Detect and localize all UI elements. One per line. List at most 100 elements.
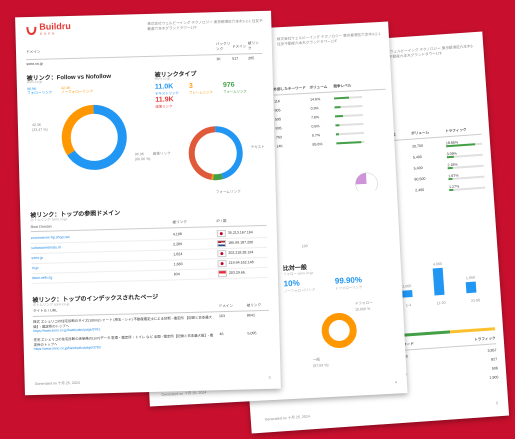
footer-generated: Generated on 十月 25, 2024 [34,381,80,387]
bar-axis-label: 11-20 [436,300,446,306]
col-header: 競争レベル [333,83,352,89]
competition-bar [336,141,365,145]
domain-ip: 202.218.28.194 [217,248,267,257]
volume-value: 2,400 [415,188,425,193]
position-bar-chart: 1,000 4,000 1,000 1-4 11-20 21-50 [389,242,493,309]
domain-link[interactable]: sorio.jp [31,255,44,261]
competition-bar [334,105,363,109]
volume-value: 5,400 [413,166,423,171]
col-header: 被リンク [172,219,187,225]
volume-value: 20,700 [411,143,424,149]
keyword-share: 0.7% [311,133,321,138]
follow-nofollow-donut [61,104,127,170]
page-number: 4 [394,380,398,385]
section-subtitle: ボトムリンク sorio.co.jp [32,302,70,308]
ratio-stats: 10% ノーフォロー/リンク 99.90% ドフォローリンク [283,274,394,294]
footer-generated: Generated on 十月 25, 2024 [161,390,207,398]
domain-ip: 219.94.162.148 [217,258,268,267]
domain-ip-value: 35.213.167.164 [227,230,253,236]
referring-domains-table: Root Domain 被リンク IP / 国 ecommerce-hp.sho… [31,218,268,284]
pie-outline [355,172,378,192]
donut-percent: (33.47 %) [31,127,48,133]
keyword-table: 外部したキーワード ボリューム 競争レベル 11K 14.6% 905 0.9%… [273,82,388,151]
stat-label: ドフォローリンク [335,285,363,291]
link-type-stats: 11.0K テキストリンク 3 フレームリンク 976 フォームリンク 11.9K 画像… [155,81,258,109]
keyword-share: 0.8% [311,124,320,129]
metric-value: 1K [216,56,221,61]
volume-value: 5,400 [412,155,423,160]
link-type-donut [188,126,243,181]
section-subtitle: sorio.co.jp [154,76,171,81]
domain-link[interactable]: daun.web.sg [31,275,53,281]
section-subtitle: sorio.co.jp [26,79,43,85]
domain-link[interactable]: m.jp [31,265,39,271]
axis-label: 100 [301,244,308,249]
indexed-pages-table: タイトル / URL ドメイン 被リンク 株式 エシェリコの住宅診断のサイズ(1… [33,303,270,355]
donut-percent: (66.06 %) [134,156,151,162]
domain-link[interactable]: suhanaoretmatu.nl [31,245,61,251]
donut-value: (97.09 %) [312,363,329,368]
logo-subtext: ビルドル [39,31,56,36]
nofollow-slice [61,104,94,156]
competition-bar [333,96,363,100]
donut-value: 10,000 % [355,306,371,312]
position-bar [402,289,413,298]
domain-backlinks: 4,108 [172,232,182,237]
col-header: トラフィック [474,336,496,342]
col-header: 被リンク [247,41,259,51]
donut-label: ドフォロー [354,300,373,306]
stat-label: ノーフォロー/リンク [283,287,316,294]
country-flag-icon [216,229,226,237]
bar-axis-label: 21-50 [470,298,481,303]
col-header: ドメイン [231,43,247,49]
company-address: 株式会社ウェルビーイング テクノロジー 東京都港区六本木3-2-1 住友不動産六… [375,44,474,60]
footer-generated: Generated on 十月 25, 2024 [264,414,311,422]
section-subtitle: ボトムリンク sorio.co.jp [30,217,68,223]
legend-label: ノーフォローリンク [61,89,94,95]
bar-value-label: 1,000 [465,275,476,281]
domain-ip: 203.29.66. [217,268,268,277]
col-header: ボリューム [309,84,328,90]
bar-axis-label: 1-4 [405,303,412,308]
page-backlinks: 5,095 [247,330,257,336]
brand-logo: Buildru ビルドル [25,21,71,36]
indexed-page-row: 住宅 エシェリコの住宅診断の床価格の(1m²)データ 駐車・鑑定所・トイレ など… [33,330,269,351]
page-domains: 163 [218,313,226,318]
col-header: ボリューム [411,130,430,136]
domain-backlinks: 834 [173,272,180,277]
pie-slice [355,172,367,185]
keyword-traffic: 1,900 [489,375,499,380]
keyword-traffic: 3,857 [487,348,497,353]
competition-bar [335,123,364,127]
donut-label: フォームリンク [215,189,241,195]
domain-backlinks: 1,683 [173,262,183,267]
traffic-split-bar [395,327,496,338]
col-header: バックリンク [215,41,231,52]
volume-value: 60,500 [414,176,426,182]
keyword-volume: 763 [275,135,283,140]
country-flag-icon [217,249,227,257]
country-flag-icon [217,259,227,267]
col-header: ドメイン [218,303,234,309]
competition-bar [334,114,364,118]
domain-link[interactable]: ecommerce-hp.shop.net [30,235,70,241]
country-flag-icon [217,269,227,277]
position-bar [432,267,445,296]
keyword-volume: 895 [275,126,282,131]
buildru-logo-icon [26,26,37,35]
country-flag-icon [216,239,227,247]
domain-ip-value: 203.29.66. [228,270,246,276]
keyword-share: 85.6% [312,142,323,147]
keyword-volume: 11K [274,99,281,104]
col-header: 被リンク [246,303,262,308]
keyword-volume: 595 [274,117,282,122]
competition-bar [335,132,364,136]
chart-legend: 96.9K 42.4K フォローリンク ノーフォローリンク [27,85,93,96]
col-header: 外部したキーワード [273,85,306,92]
follow-slice [67,104,127,170]
col-header: ドメイン [25,49,41,54]
stat-label: フレームリンク [189,90,213,95]
page-domains: 46 [219,331,224,336]
domain-ip-value: 219.94.162.148 [228,260,254,266]
section-subtitle: フォロー sorio.co.jp [283,270,314,277]
